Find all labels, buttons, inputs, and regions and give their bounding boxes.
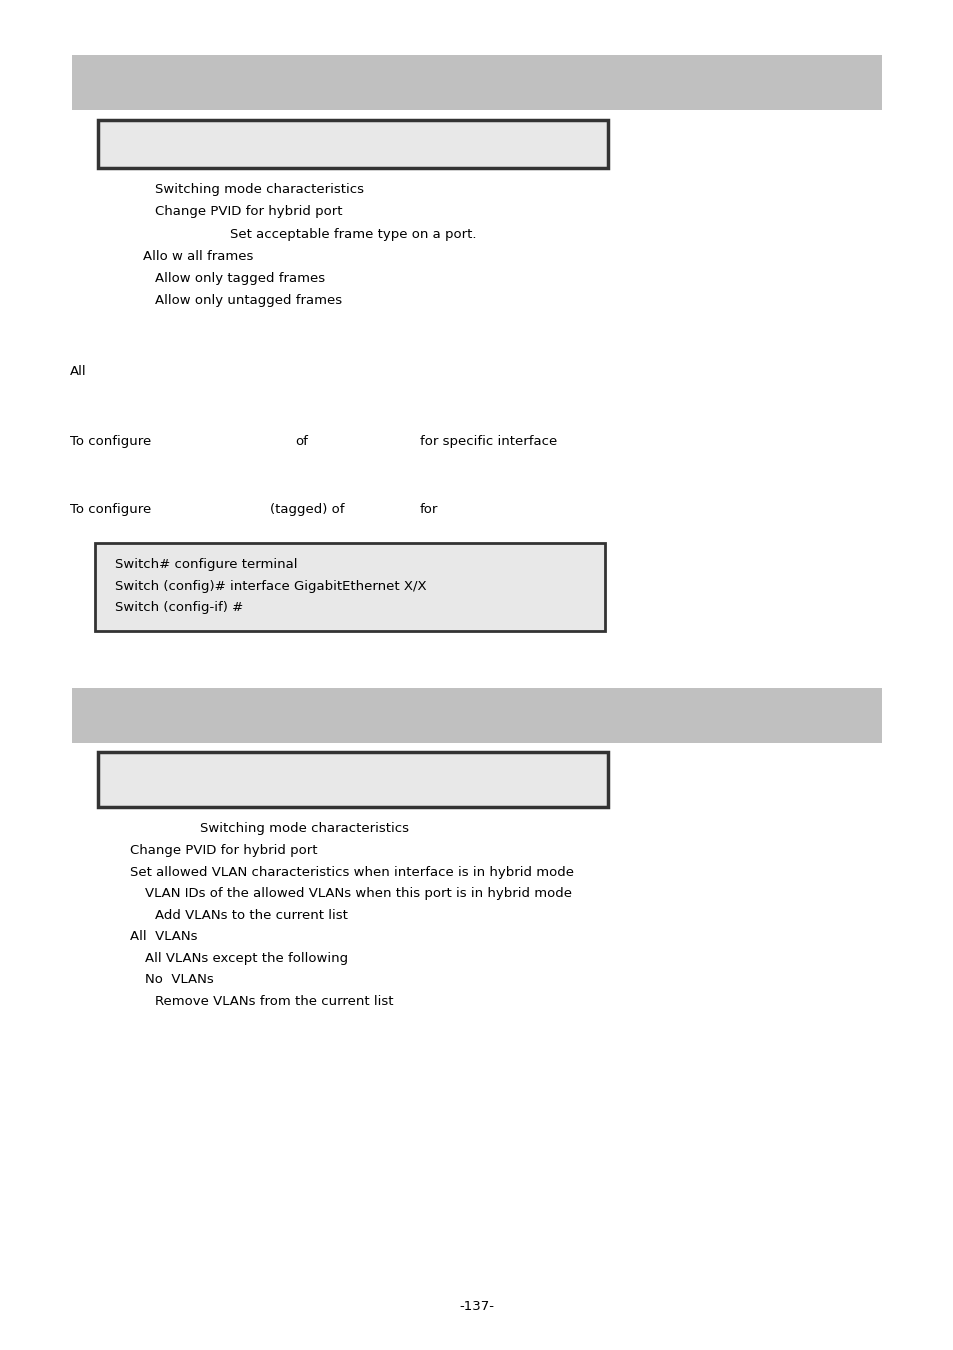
Text: No  VLANs: No VLANs xyxy=(145,973,213,985)
Text: All: All xyxy=(70,364,87,378)
Bar xyxy=(71,55,882,109)
Bar xyxy=(95,543,604,630)
Text: All VLANs except the following: All VLANs except the following xyxy=(145,952,348,965)
Text: -137-: -137- xyxy=(459,1300,494,1314)
Text: To configure: To configure xyxy=(70,435,152,448)
Text: Change PVID for hybrid port: Change PVID for hybrid port xyxy=(130,844,317,857)
Text: Allow only untagged frames: Allow only untagged frames xyxy=(154,294,342,306)
Text: of: of xyxy=(294,435,308,448)
Text: Allo w all frames: Allo w all frames xyxy=(143,250,253,263)
Text: Add VLANs to the current list: Add VLANs to the current list xyxy=(154,909,348,922)
Text: for: for xyxy=(419,504,438,516)
Text: Switch# configure terminal: Switch# configure terminal xyxy=(115,558,297,571)
Text: Remove VLANs from the current list: Remove VLANs from the current list xyxy=(154,995,393,1008)
Bar xyxy=(98,752,607,807)
Bar xyxy=(98,120,607,167)
Text: Set acceptable frame type on a port.: Set acceptable frame type on a port. xyxy=(230,228,476,242)
Text: (tagged) of: (tagged) of xyxy=(270,504,344,516)
Text: Switch (config)# interface GigabitEthernet X/X: Switch (config)# interface GigabitEthern… xyxy=(115,580,426,593)
Text: Change PVID for hybrid port: Change PVID for hybrid port xyxy=(154,205,342,217)
Text: All  VLANs: All VLANs xyxy=(130,930,197,944)
Text: Set allowed VLAN characteristics when interface is in hybrid mode: Set allowed VLAN characteristics when in… xyxy=(130,865,574,879)
Text: To configure: To configure xyxy=(70,504,152,516)
Text: Switch (config-if) #: Switch (config-if) # xyxy=(115,601,243,614)
Text: VLAN IDs of the allowed VLANs when this port is in hybrid mode: VLAN IDs of the allowed VLANs when this … xyxy=(145,887,572,900)
Text: Switching mode characteristics: Switching mode characteristics xyxy=(154,184,364,196)
Text: Allow only tagged frames: Allow only tagged frames xyxy=(154,271,325,285)
Bar xyxy=(71,688,882,742)
Text: for specific interface: for specific interface xyxy=(419,435,557,448)
Text: Switching mode characteristics: Switching mode characteristics xyxy=(200,822,409,836)
